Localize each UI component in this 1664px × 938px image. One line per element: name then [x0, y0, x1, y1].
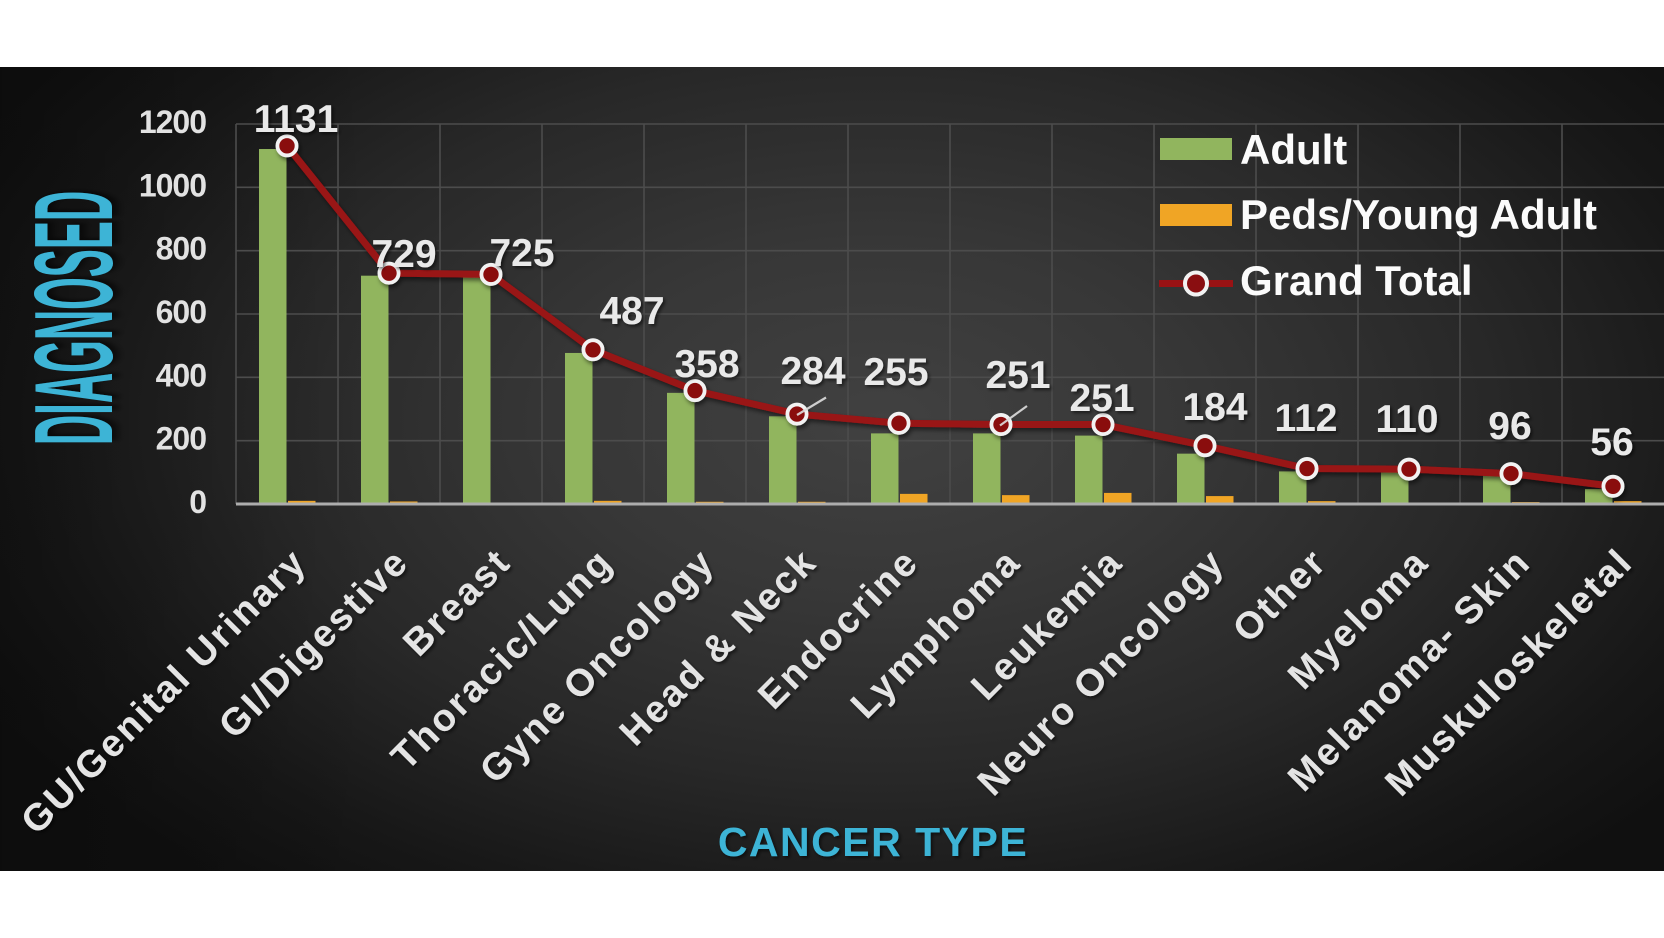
svg-text:200: 200	[156, 421, 207, 457]
svg-text:284: 284	[780, 350, 845, 393]
svg-text:729: 729	[371, 233, 436, 276]
svg-text:600: 600	[156, 294, 207, 330]
svg-text:1000: 1000	[139, 167, 206, 203]
svg-text:56: 56	[1590, 421, 1633, 464]
svg-text:358: 358	[674, 343, 739, 386]
svg-text:96: 96	[1488, 405, 1531, 448]
svg-text:487: 487	[599, 290, 664, 333]
svg-text:0: 0	[189, 484, 206, 520]
svg-text:184: 184	[1182, 386, 1247, 429]
svg-text:251: 251	[985, 354, 1050, 397]
svg-text:Grand Total: Grand Total	[1240, 257, 1473, 304]
svg-text:DIAGNOSED: DIAGNOSED	[11, 191, 135, 445]
svg-text:725: 725	[489, 232, 554, 275]
svg-text:CANCER TYPE: CANCER TYPE	[718, 819, 1028, 865]
svg-text:255: 255	[863, 351, 928, 394]
svg-text:112: 112	[1275, 397, 1338, 440]
svg-text:1131: 1131	[254, 98, 339, 141]
svg-text:800: 800	[156, 231, 207, 267]
svg-text:400: 400	[156, 357, 207, 393]
svg-text:1200: 1200	[139, 104, 206, 140]
svg-text:Adult: Adult	[1240, 126, 1347, 173]
svg-text:Peds/Young Adult: Peds/Young Adult	[1240, 191, 1597, 238]
svg-text:251: 251	[1069, 377, 1134, 420]
svg-text:110: 110	[1376, 398, 1439, 441]
